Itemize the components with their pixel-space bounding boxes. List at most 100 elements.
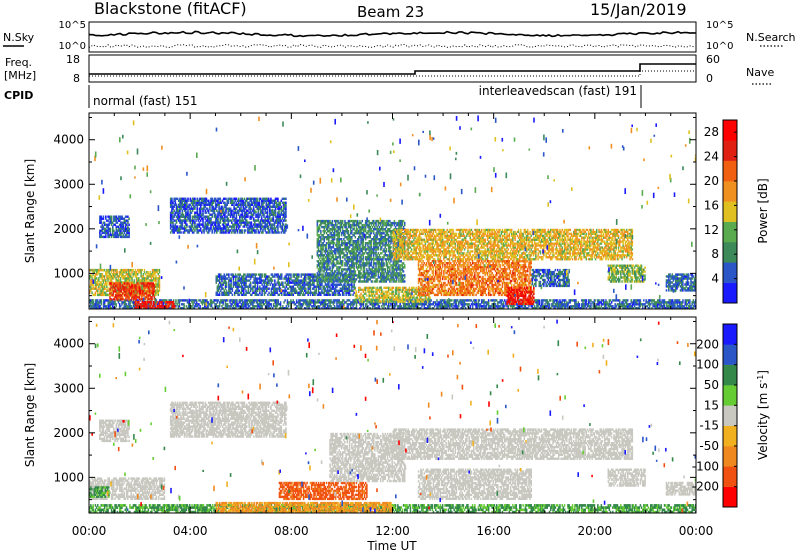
data-cell <box>593 299 596 302</box>
data-cell <box>260 299 262 302</box>
data-cell <box>129 268 131 272</box>
data-cell <box>269 299 271 302</box>
data-cell <box>281 277 283 280</box>
data-cell <box>269 229 271 232</box>
data-cell <box>285 273 288 276</box>
data-cell <box>281 281 283 284</box>
data-cell <box>676 307 678 310</box>
data-cell <box>314 307 316 310</box>
data-cell <box>243 215 246 218</box>
data-cell <box>171 197 173 200</box>
data-cell <box>199 209 202 212</box>
data-cell <box>260 281 262 284</box>
data-cell <box>267 197 270 200</box>
data-cell <box>231 301 234 304</box>
data-cell <box>623 303 626 306</box>
data-cell <box>277 215 279 218</box>
data-cell <box>133 286 135 289</box>
data-cell <box>266 275 268 278</box>
data-cell <box>221 229 224 232</box>
data-cell <box>98 303 100 306</box>
data-cell <box>240 287 243 290</box>
data-cell <box>267 275 269 278</box>
data-cell <box>191 299 193 302</box>
data-cell <box>439 303 442 306</box>
data-cell <box>210 299 213 302</box>
data-cell <box>110 221 113 224</box>
data-cell <box>274 275 276 278</box>
data-cell <box>491 299 493 302</box>
data-cell <box>671 301 674 304</box>
data-cell <box>111 283 114 286</box>
data-cell <box>248 227 250 230</box>
data-cell <box>207 231 210 234</box>
data-cell <box>271 279 274 282</box>
data-cell <box>172 301 175 304</box>
data-cell <box>124 288 126 291</box>
data-cell <box>250 231 253 234</box>
data-cell <box>124 233 127 237</box>
data-cell <box>127 290 129 293</box>
data-cell <box>140 286 142 289</box>
data-cell <box>317 301 320 304</box>
data-cell <box>108 281 110 284</box>
data-cell <box>261 289 263 292</box>
data-cell <box>274 205 277 208</box>
data-cell <box>144 292 146 295</box>
data-cell <box>578 307 581 310</box>
data-cell <box>387 305 390 308</box>
data-cell <box>126 296 128 299</box>
data-cell <box>95 277 98 280</box>
data-cell <box>490 307 492 310</box>
data-cell <box>204 209 207 212</box>
data-cell <box>600 301 603 304</box>
data-cell <box>260 307 262 310</box>
data-cell <box>575 303 577 306</box>
data-cell <box>266 219 269 222</box>
data-cell <box>207 301 209 304</box>
data-cell <box>149 271 151 274</box>
data-cell <box>673 301 675 304</box>
data-cell <box>323 275 325 278</box>
data-cell <box>118 303 121 306</box>
data-cell <box>256 197 258 200</box>
data-cell <box>141 294 143 297</box>
data-cell <box>99 219 101 222</box>
data-cell <box>677 307 680 310</box>
data-cell <box>175 215 178 218</box>
data-cell <box>228 207 231 210</box>
data-cell <box>153 271 155 274</box>
data-cell <box>502 303 505 306</box>
data-cell <box>667 301 669 304</box>
data-cell <box>217 227 219 230</box>
data-cell <box>494 299 497 302</box>
data-cell <box>624 307 627 310</box>
data-cell <box>259 225 262 228</box>
data-cell <box>170 303 173 306</box>
data-cell <box>221 217 224 220</box>
data-cell <box>244 229 247 232</box>
data-cell <box>115 291 117 294</box>
data-cell <box>243 281 245 284</box>
data-cell <box>669 301 672 304</box>
data-cell <box>254 219 256 222</box>
data-cell <box>625 299 628 302</box>
data-cell <box>199 211 202 214</box>
data-cell <box>280 219 283 222</box>
data-cell <box>222 227 225 230</box>
data-cell <box>251 227 254 230</box>
data-cell <box>100 219 102 222</box>
data-cell <box>250 215 253 218</box>
data-cell <box>154 277 156 280</box>
data-cell <box>147 273 149 276</box>
data-cell <box>123 275 125 278</box>
data-cell <box>267 293 269 296</box>
data-cell <box>125 305 128 308</box>
data-cell <box>275 305 277 308</box>
data-cell <box>583 307 585 310</box>
data-cell <box>147 305 150 308</box>
data-cell <box>215 275 217 278</box>
data-cell <box>675 299 677 302</box>
data-cell <box>318 285 321 288</box>
data-cell <box>171 211 173 214</box>
